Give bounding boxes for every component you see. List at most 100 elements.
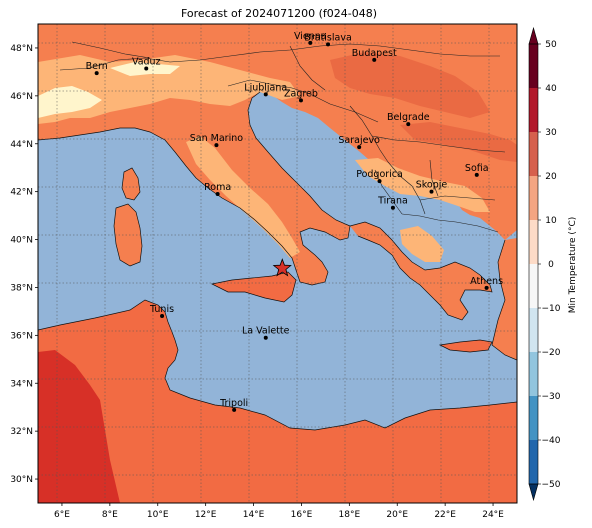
colorbar-tick-label: −20 [542, 348, 561, 358]
colorbar-segment [529, 220, 538, 265]
land-africa-hot [38, 350, 120, 503]
city-dot [406, 122, 411, 127]
y-tick-label: 46°N [10, 92, 33, 102]
colorbar-extend-max [528, 26, 539, 45]
city-label: Podgorica [356, 169, 403, 180]
colorbar-tick-label: 0 [548, 260, 554, 270]
city-dot [263, 92, 268, 97]
city-label: Bratislava [304, 32, 351, 43]
colorbar-segment [529, 396, 538, 441]
colorbar-tick-label: −40 [542, 436, 561, 446]
city-label: Budapest [352, 48, 397, 59]
city-label: La Valette [242, 326, 290, 337]
colorbar-segment [529, 88, 538, 133]
city-dot [484, 285, 489, 290]
city-label: Vienna [294, 31, 327, 42]
city-dot [390, 205, 395, 210]
y-tick-label: 40°N [10, 236, 33, 246]
city-label: Tunis [149, 304, 174, 315]
city-dot [298, 98, 303, 103]
x-axis-ticks: 6°E 8°E 10°E 12°E 14°E 16°E 18°E 20°E 22°E 24°E [54, 503, 504, 520]
colorbar-segment [529, 352, 538, 397]
y-tick-label: 30°N [10, 475, 33, 485]
y-tick-label: 44°N [10, 140, 33, 150]
city-label: Vaduz [132, 57, 161, 68]
x-tick-label: 16°E [291, 510, 313, 520]
colorbar: 50 40 30 20 10 0 −10 −20 −30 −40 −50 Min Temperatu… [528, 26, 578, 502]
colorbar-tick-label: −30 [542, 392, 561, 402]
city-dot [214, 143, 219, 148]
map-frame [37, 23, 518, 504]
x-tick-label: 6°E [54, 510, 70, 520]
land-north-africa [38, 300, 517, 503]
city-label: Belgrade [387, 112, 430, 123]
land-anatolia [492, 238, 517, 360]
colorbar-tick-label: 30 [545, 128, 557, 138]
gridlines [38, 24, 517, 503]
city-label: Roma [204, 182, 231, 193]
y-tick-label: 42°N [10, 188, 33, 198]
city-label: Tirana [377, 196, 408, 207]
band-danube-hot [400, 122, 517, 162]
band-balkan-cool [355, 158, 490, 212]
colorbar-tick-label: 50 [545, 40, 557, 50]
land-sicily [212, 272, 296, 302]
x-tick-label: 20°E [386, 510, 408, 520]
city-dot [144, 66, 149, 71]
colorbar-extend-min [528, 483, 539, 502]
band-apennine [186, 136, 300, 258]
colorbar-segment [529, 44, 538, 89]
x-tick-label: 12°E [195, 510, 217, 520]
y-tick-label: 38°N [10, 283, 33, 293]
colorbar-segments [528, 26, 539, 502]
city-dot [215, 192, 220, 197]
band-greece-cool [400, 226, 444, 262]
x-tick-label: 8°E [102, 510, 118, 520]
city-label: Tripoli [219, 398, 248, 409]
city-dot [263, 335, 268, 340]
x-tick-label: 22°E [434, 510, 456, 520]
band-cold-alps [38, 86, 102, 118]
city-label: Zagreb [284, 88, 318, 99]
x-tick-label: 24°E [482, 510, 504, 520]
city-dot [357, 145, 362, 150]
y-tick-label: 36°N [10, 331, 33, 341]
band-cool-alps [38, 55, 300, 124]
city-dot [94, 71, 99, 76]
colorbar-tick-label: −50 [542, 480, 561, 490]
city-label: San Marino [190, 133, 243, 144]
city-dot [326, 42, 331, 47]
x-tick-label: 10°E [147, 510, 169, 520]
land-balkans [350, 222, 492, 320]
city-dot [377, 179, 382, 184]
colorbar-segment [529, 264, 538, 309]
city-dot [232, 407, 237, 412]
y-tick-label: 34°N [10, 379, 33, 389]
country-borders [59, 41, 506, 233]
city-label: Ljubljana [244, 82, 287, 93]
city-label: Skopje [416, 180, 448, 191]
city-dot [308, 40, 313, 45]
city-label: Sarajevo [338, 135, 380, 146]
star-marker [272, 258, 292, 277]
colorbar-tick-label: 10 [545, 216, 557, 226]
colorbar-segment [529, 176, 538, 221]
y-tick-label: 32°N [10, 427, 33, 437]
y-tick-label: 48°N [10, 44, 33, 54]
x-tick-label: 14°E [243, 510, 265, 520]
figure-title: Forecast of 2024071200 (f024-048) [181, 7, 377, 20]
y-axis-ticks: 30°N 32°N 34°N 36°N 38°N 40°N 42°N 44°N 46°N 48°N [10, 44, 38, 485]
land-corsica [122, 168, 140, 200]
colorbar-segment [529, 308, 538, 353]
colorbar-tick-label: −10 [542, 304, 561, 314]
colorbar-ticks: 50 40 30 20 10 0 −10 −20 −30 −40 −50 [538, 40, 561, 490]
city-dot [474, 172, 479, 177]
city-dot [429, 189, 434, 194]
city-dot [372, 57, 377, 62]
land-crete [440, 340, 492, 352]
city-label: Sofia [465, 163, 489, 174]
colorbar-tick-label: 40 [545, 84, 557, 94]
colorbar-segment [529, 132, 538, 177]
